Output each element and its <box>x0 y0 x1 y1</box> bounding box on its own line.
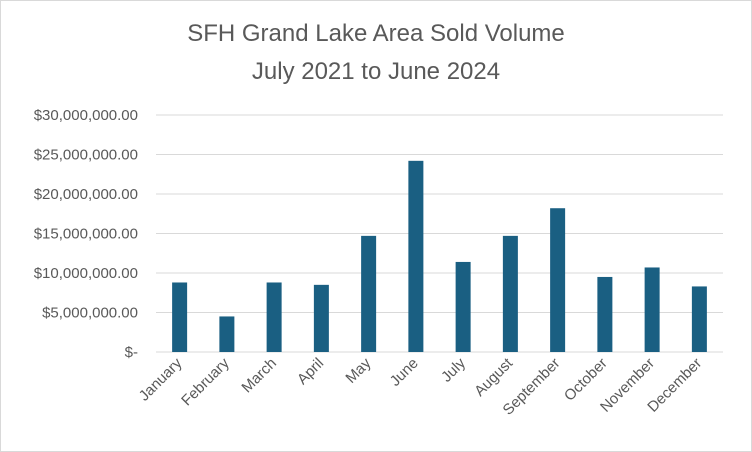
chart-title: SFH Grand Lake Area Sold Volume <box>187 20 565 47</box>
bar-april <box>313 284 329 352</box>
x-tick-label: June <box>387 355 422 390</box>
bar-june <box>408 160 424 352</box>
y-tick-label: $15,000,000.00 <box>34 226 138 243</box>
x-tick-label: July <box>438 354 469 385</box>
x-tick-label: August <box>471 354 517 400</box>
bar-january <box>172 282 188 352</box>
x-tick-label: April <box>294 355 327 388</box>
bar-november <box>644 267 660 352</box>
bar-september <box>550 208 566 352</box>
x-tick-label: March <box>238 355 279 396</box>
x-tick-label: February <box>178 354 233 409</box>
y-tick-label: $10,000,000.00 <box>34 265 138 282</box>
y-tick-label: $30,000,000.00 <box>34 107 138 124</box>
y-tick-label: $5,000,000.00 <box>42 305 138 322</box>
bar-august <box>502 235 518 352</box>
bar-october <box>597 276 613 352</box>
bar-july <box>455 261 471 352</box>
bar-may <box>361 235 377 352</box>
bar-february <box>219 316 235 352</box>
chart-subtitle: July 2021 to June 2024 <box>251 58 501 85</box>
y-tick-label: $- <box>125 344 138 361</box>
bar-december <box>691 286 707 352</box>
y-tick-label: $20,000,000.00 <box>34 186 138 203</box>
x-tick-label: May <box>342 354 374 386</box>
y-tick-label: $25,000,000.00 <box>34 147 138 164</box>
bar-march <box>266 282 282 352</box>
